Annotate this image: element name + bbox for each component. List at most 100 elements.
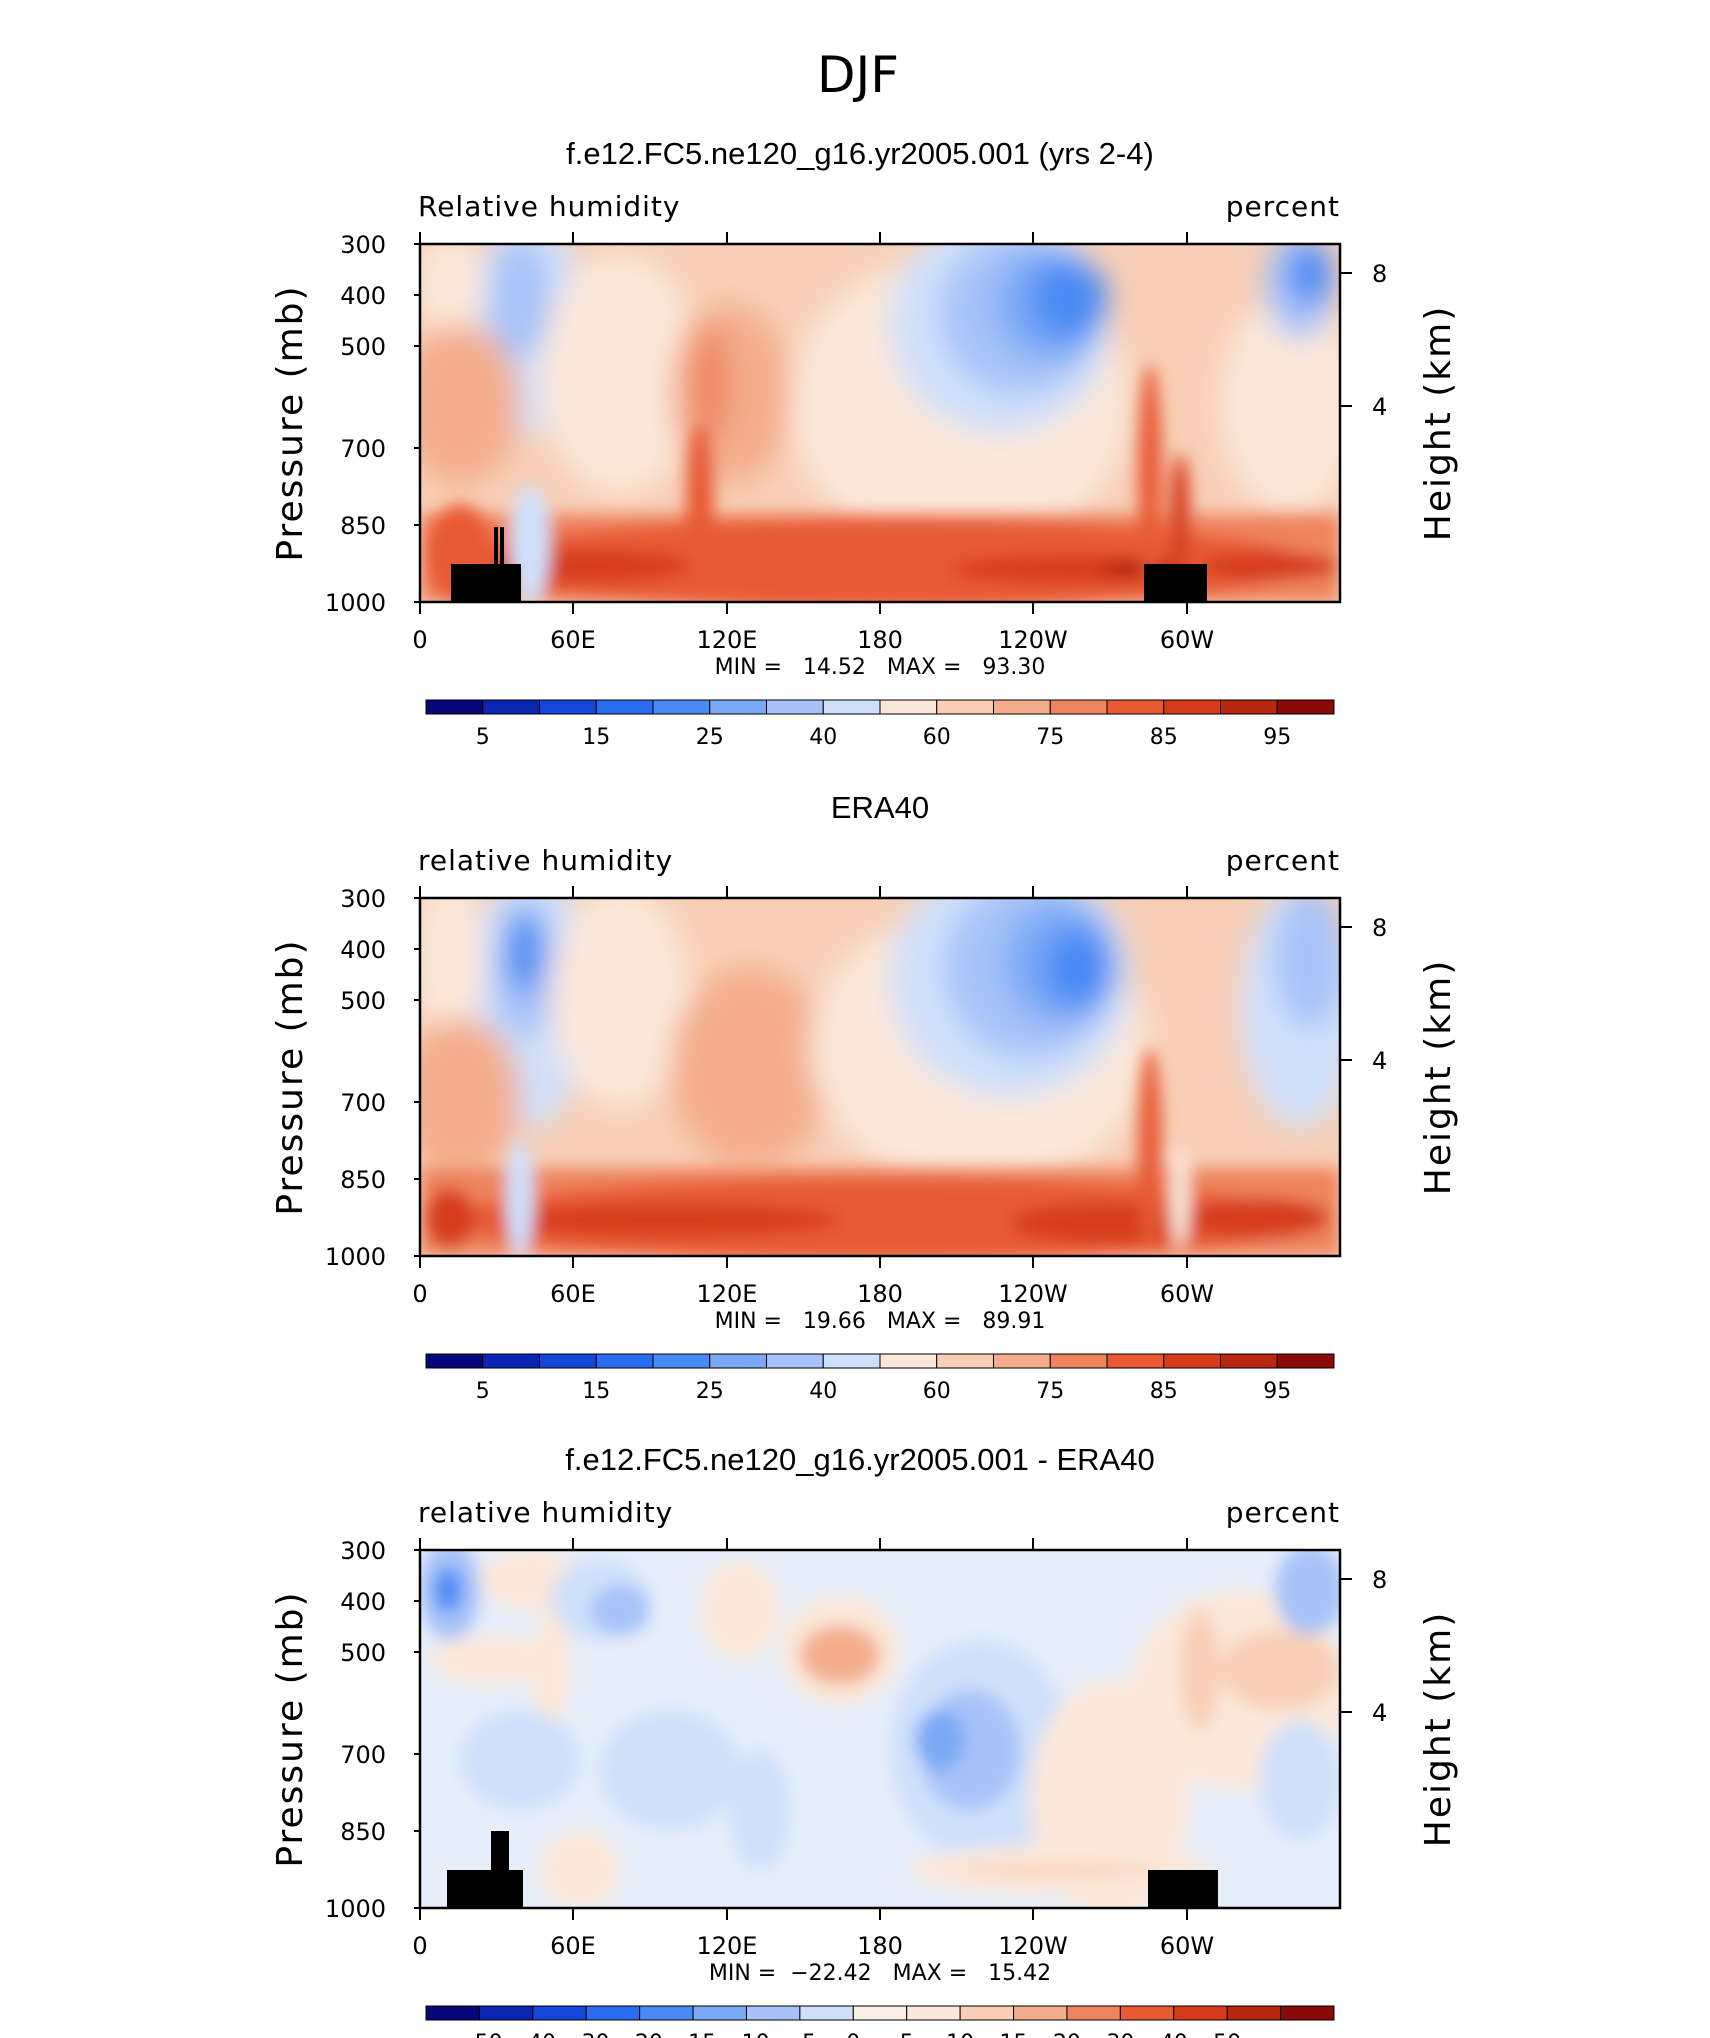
xtick: 0 — [412, 626, 427, 654]
colorbar-label: 60 — [923, 1379, 951, 1404]
colorbar-box — [709, 1353, 767, 1369]
colorbar-label: −40 — [510, 2031, 556, 2038]
ytick: 700 — [340, 435, 386, 463]
colorbar-box — [709, 699, 767, 715]
colorbar-label: 5 — [476, 1379, 490, 1404]
colorbar-box — [478, 2005, 534, 2021]
colorbar-box — [595, 1353, 654, 1369]
ytick: 400 — [340, 936, 386, 964]
y2-axis-label: Height (km) — [1418, 1611, 1459, 1847]
panel-3-xaxis: 0 60E 120E 180 120W 60W MIN = −22.42 MAX… — [412, 1538, 1214, 1986]
y2tick: 4 — [1372, 1699, 1387, 1727]
colorbar-box — [822, 699, 881, 715]
colorbar-label: 30 — [1106, 2031, 1134, 2038]
colorbar-label: 40 — [809, 725, 837, 750]
ytick: 700 — [340, 1741, 386, 1769]
colorbar-box — [639, 2005, 694, 2021]
colorbar-box — [906, 2005, 961, 2021]
xtick: 120E — [697, 1932, 758, 1960]
colorbar-label: −5 — [784, 2031, 816, 2038]
xtick: 60E — [550, 1932, 596, 1960]
colorbar-box — [799, 2005, 854, 2021]
colorbar-label: 85 — [1150, 1379, 1178, 1404]
panel-2-xaxis: 0 60E 120E 180 120W 60W MIN = 19.66 MAX … — [412, 886, 1214, 1334]
colorbar-box — [766, 699, 824, 715]
xtick: 120E — [697, 626, 758, 654]
ytick: 400 — [340, 282, 386, 310]
panel-3-title: f.e12.FC5.ne120_g16.yr2005.001 - ERA40 — [565, 1442, 1154, 1477]
panel-2: ERA40 relative humidity percent — [270, 790, 1459, 1404]
xtick: 180 — [857, 626, 903, 654]
colorbar-label: 40 — [809, 1379, 837, 1404]
colorbar-label: 75 — [1036, 1379, 1064, 1404]
colorbar-label: 50 — [1213, 2031, 1241, 2038]
colorbar-label: 20 — [1053, 2031, 1081, 2038]
panel-3-yaxis: 300 400 500 700 850 1000 Pressure (mb) — [270, 1537, 420, 1923]
colorbar-box — [482, 1353, 540, 1369]
field-blobs — [420, 898, 1340, 1188]
colorbar-label: 40 — [1160, 2031, 1188, 2038]
panel-3-left-label: relative humidity — [418, 1496, 673, 1529]
xtick: 120W — [998, 1280, 1068, 1308]
y2tick: 4 — [1372, 393, 1387, 421]
ytick: 300 — [340, 1537, 386, 1565]
colorbar-box — [879, 699, 938, 715]
stats: MIN = 14.52 MAX = 93.30 — [715, 655, 1046, 680]
colorbar-box — [959, 2005, 1015, 2021]
xtick: 120E — [697, 1280, 758, 1308]
colorbar-box — [652, 699, 711, 715]
colorbar-box — [1013, 2005, 1068, 2021]
panel-1-colorbar: 5 15 25 40 60 75 85 95 — [425, 699, 1335, 750]
colorbar-box — [425, 699, 484, 715]
ytick: 500 — [340, 1639, 386, 1667]
panel-1-y2axis: 8 4 Height (km) — [1340, 260, 1459, 541]
xtick: 60W — [1160, 1932, 1214, 1960]
ytick: 300 — [340, 231, 386, 259]
colorbar-box — [822, 1353, 881, 1369]
panel-3: f.e12.FC5.ne120_g16.yr2005.001 - ERA40 r… — [270, 1442, 1459, 2038]
panel-3-right-label: percent — [1226, 1496, 1340, 1529]
xtick: 60E — [550, 626, 596, 654]
colorbar-box — [1173, 2005, 1228, 2021]
xtick: 60W — [1160, 626, 1214, 654]
panel-2-title: ERA40 — [831, 790, 929, 825]
colorbar-box — [936, 699, 994, 715]
panel-1-yaxis: 300 400 500 700 850 1000 Pressure (mb) — [270, 231, 420, 617]
colorbar-box — [585, 2005, 641, 2021]
field-lower — [420, 1048, 1340, 1256]
ytick: 700 — [340, 1089, 386, 1117]
colorbar-box — [595, 699, 654, 715]
panel-1-left-label: Relative humidity — [418, 190, 680, 223]
colorbar-label: 25 — [696, 725, 724, 750]
colorbar-box — [936, 1353, 994, 1369]
y-axis-label: Pressure (mb) — [270, 1590, 311, 1867]
y2-axis-label: Height (km) — [1418, 305, 1459, 541]
colorbar-box — [1276, 1353, 1335, 1369]
stats: MIN = 19.66 MAX = 89.91 — [715, 1309, 1046, 1334]
ytick: 850 — [340, 1818, 386, 1846]
colorbar-label: 15 — [582, 725, 610, 750]
land-mask — [451, 527, 1207, 602]
colorbar-box — [425, 1353, 484, 1369]
colorbar-label: 60 — [923, 725, 951, 750]
colorbar-label: 75 — [1036, 725, 1064, 750]
xtick: 180 — [857, 1280, 903, 1308]
panel-2-right-label: percent — [1226, 844, 1340, 877]
panel-2-yaxis: 300 400 500 700 850 1000 Pressure (mb) — [270, 885, 420, 1271]
y2tick: 8 — [1372, 260, 1387, 288]
colorbar-box — [1119, 2005, 1175, 2021]
colorbar-label: 15 — [582, 1379, 610, 1404]
y-axis-label: Pressure (mb) — [270, 284, 311, 561]
colorbar-box — [425, 2005, 480, 2021]
colorbar-box — [539, 699, 597, 715]
ytick: 300 — [340, 885, 386, 913]
colorbar-label: 85 — [1150, 725, 1178, 750]
colorbar-label: 10 — [946, 2031, 974, 2038]
colorbar-label: −10 — [723, 2031, 769, 2038]
panel-3-field — [420, 1550, 1340, 1908]
colorbar-box — [539, 1353, 597, 1369]
colorbar-box — [879, 1353, 938, 1369]
ytick: 1000 — [325, 1895, 386, 1923]
colorbar-box — [1163, 1353, 1221, 1369]
